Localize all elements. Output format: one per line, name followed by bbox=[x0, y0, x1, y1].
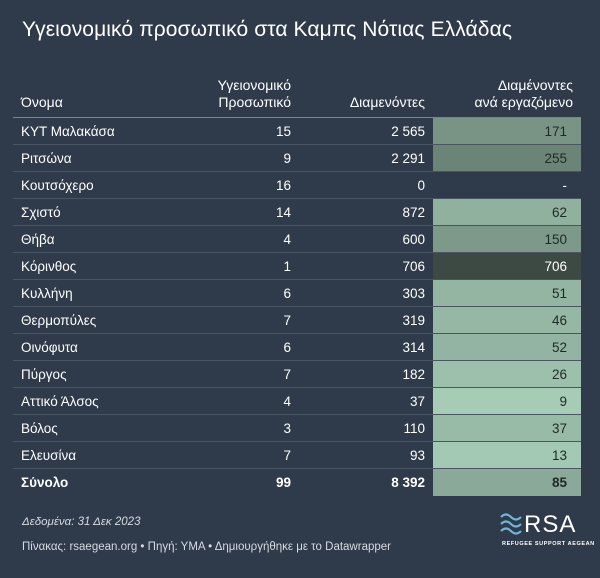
cell-name: Κυλλήνη bbox=[13, 279, 181, 307]
cell-name: Σχιστό bbox=[13, 198, 181, 226]
cell-residents: 872 bbox=[299, 198, 433, 226]
cell-residents: 182 bbox=[299, 360, 433, 388]
cell-name: ΚΥΤ Μαλακάσα bbox=[13, 117, 181, 145]
column-header-ratio-line2: ανά εργαζόμενο bbox=[474, 94, 574, 110]
table-row: Ριτσώνα 9 2 291 255 bbox=[13, 144, 581, 172]
table-row: Σχιστό 14 872 62 bbox=[13, 198, 581, 226]
cell-staff: 14 bbox=[181, 198, 299, 226]
cell-staff: 7 bbox=[181, 441, 299, 469]
cell-ratio: 26 bbox=[433, 360, 581, 388]
cell-ratio: 706 bbox=[433, 252, 581, 280]
cell-staff: 6 bbox=[181, 279, 299, 307]
cell-ratio: 255 bbox=[433, 144, 581, 172]
wave-logo-icon bbox=[500, 513, 522, 535]
cell-residents: 600 bbox=[299, 225, 433, 253]
table-row: Βόλος 3 110 37 bbox=[13, 414, 581, 442]
cell-staff: 4 bbox=[181, 387, 299, 415]
column-header-staff[interactable]: Υγειονομικό Προσωπικό bbox=[181, 66, 299, 118]
cell-ratio: 37 bbox=[433, 414, 581, 442]
cell-name: Κόρινθος bbox=[13, 252, 181, 280]
table-row: ΚΥΤ Μαλακάσα 15 2 565 171 bbox=[13, 117, 581, 145]
column-header-name[interactable]: Όνομα bbox=[13, 66, 181, 118]
table-row: Ελευσίνα 7 93 13 bbox=[13, 441, 581, 469]
table-row: Θήβα 4 600 150 bbox=[13, 225, 581, 253]
cell-ratio: - bbox=[433, 171, 581, 199]
cell-residents: 303 bbox=[299, 279, 433, 307]
cell-name: Αττικό Άλσος bbox=[13, 387, 181, 415]
table-row: Κόρινθος 1 706 706 bbox=[13, 252, 581, 280]
cell-staff: 6 bbox=[181, 333, 299, 361]
table-body: ΚΥΤ Μαλακάσα 15 2 565 171 Ριτσώνα 9 2 291 255 Κο… bbox=[13, 117, 581, 496]
cell-name: Θερμοπύλες bbox=[13, 306, 181, 334]
cell-staff: 7 bbox=[181, 360, 299, 388]
cell-ratio: 13 bbox=[433, 441, 581, 469]
table-row: Οινόφυτα 6 314 52 bbox=[13, 333, 581, 361]
column-header-ratio[interactable]: Διαμένοντες ανά εργαζόμενο bbox=[433, 66, 581, 118]
cell-staff: 9 bbox=[181, 144, 299, 172]
cell-name: Ριτσώνα bbox=[13, 144, 181, 172]
cell-name: Οινόφυτα bbox=[13, 333, 181, 361]
table-row: Κουτσόχερο 16 0- bbox=[13, 171, 581, 199]
cell-residents: 706 bbox=[299, 252, 433, 280]
cell-staff: 16 bbox=[181, 171, 299, 199]
table-header-row: Όνομα Υγειονομικό Προσωπικό Διαμενόντες … bbox=[13, 66, 581, 118]
cell-ratio: 52 bbox=[433, 333, 581, 361]
rsa-logo: RSA REFUGEE SUPPORT AEGEAN bbox=[498, 509, 594, 559]
cell-ratio: 150 bbox=[433, 225, 581, 253]
source-footer: Πίνακας: rsaegean.org • Πηγή: ΥΜΑ • Δημι… bbox=[22, 541, 391, 553]
cell-ratio: 85 bbox=[433, 468, 581, 496]
column-header-ratio-line1: Διαμένοντες bbox=[497, 77, 573, 93]
cell-residents: 37 bbox=[299, 387, 433, 415]
cell-residents: 0 bbox=[299, 171, 433, 199]
cell-ratio: 171 bbox=[433, 117, 581, 145]
cell-name: Βόλος bbox=[13, 414, 181, 442]
cell-staff: 4 bbox=[181, 225, 299, 253]
cell-residents: 8 392 bbox=[391, 475, 425, 490]
cell-name: Ελευσίνα bbox=[13, 441, 181, 469]
chart-title: Υγειονομικό προσωπικό στα Καμπς Νότιας Ε… bbox=[22, 18, 513, 41]
table-total-row: Σύνολο 99 8 392 85 bbox=[13, 468, 581, 496]
table-row: Αττικό Άλσος 4 37 9 bbox=[13, 387, 581, 415]
cell-staff: 3 bbox=[181, 414, 299, 442]
cell-residents: 2 565 bbox=[299, 117, 433, 145]
table-row: Κυλλήνη 6 303 51 bbox=[13, 279, 581, 307]
cell-name: Σύνολο bbox=[21, 475, 69, 490]
table-row: Πύργος 7 182 26 bbox=[13, 360, 581, 388]
data-table: Όνομα Υγειονομικό Προσωπικό Διαμενόντες … bbox=[13, 66, 581, 496]
logo-tagline: REFUGEE SUPPORT AEGEAN bbox=[502, 541, 595, 547]
cell-staff: 15 bbox=[181, 117, 299, 145]
cell-ratio: 46 bbox=[433, 306, 581, 334]
cell-name: Κουτσόχερο bbox=[13, 171, 181, 199]
column-header-staff-line1: Υγειονομικό bbox=[217, 77, 291, 93]
data-date-note: Δεδομένα: 31 Δεκ 2023 bbox=[22, 516, 141, 528]
cell-ratio: 9 bbox=[433, 387, 581, 415]
cell-residents: 2 291 bbox=[299, 144, 433, 172]
cell-staff: 7 bbox=[181, 306, 299, 334]
cell-residents: 314 bbox=[299, 333, 433, 361]
cell-staff: 1 bbox=[181, 252, 299, 280]
cell-name: Πύργος bbox=[13, 360, 181, 388]
column-header-staff-line2: Προσωπικό bbox=[218, 94, 291, 110]
cell-residents: 93 bbox=[299, 441, 433, 469]
cell-ratio: 51 bbox=[433, 279, 581, 307]
cell-residents: 110 bbox=[299, 414, 433, 442]
logo-letters: RSA bbox=[524, 511, 577, 538]
table-row: Θερμοπύλες 7 319 46 bbox=[13, 306, 581, 334]
column-header-residents[interactable]: Διαμενόντες bbox=[299, 66, 433, 118]
cell-residents: 319 bbox=[299, 306, 433, 334]
cell-name: Θήβα bbox=[13, 225, 181, 253]
cell-ratio: 62 bbox=[433, 198, 581, 226]
cell-staff: 99 bbox=[275, 475, 291, 490]
